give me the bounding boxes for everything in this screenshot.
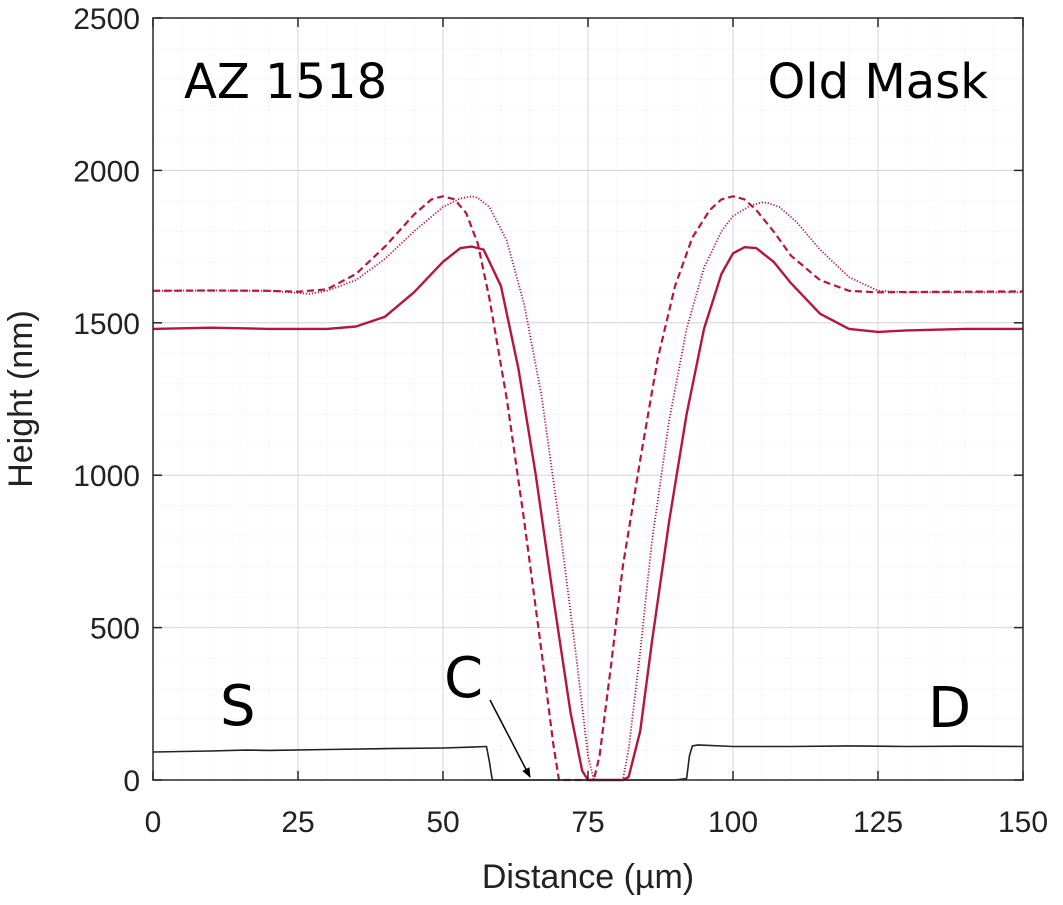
y-tick-label: 2000 (73, 155, 140, 188)
ticks (152, 17, 1024, 781)
y-tick-label: 0 (123, 765, 140, 798)
y-tick-labels: 0 500 1000 1500 2000 2500 (73, 3, 140, 798)
series-line-2 (152, 195, 1024, 782)
x-tick-label: 25 (281, 806, 314, 839)
annotation-source: S (220, 674, 256, 739)
annotation-drain: D (928, 676, 971, 741)
x-tick-label: 150 (998, 806, 1048, 839)
y-tick-label: 1500 (73, 308, 140, 341)
x-tick-label: 0 (145, 806, 162, 839)
y-tick-label: 2500 (73, 3, 140, 36)
y-axis-title: Height (nm) (2, 310, 40, 488)
channel-arrow (489, 699, 531, 778)
y-tick-label: 1000 (73, 460, 140, 493)
x-tick-label: 125 (853, 806, 903, 839)
series-line-3 (152, 195, 1023, 781)
annotation-mask: Old Mask (768, 54, 989, 110)
x-tick-label: 100 (708, 806, 758, 839)
x-tick-labels: 0 25 50 75 100 125 150 (145, 806, 1048, 839)
y-tick-label: 500 (90, 613, 140, 646)
x-axis-title: Distance (µm) (482, 858, 694, 896)
x-tick-label: 50 (426, 806, 459, 839)
x-tick-label: 75 (571, 806, 604, 839)
annotation-material: AZ 1518 (184, 54, 387, 110)
annotation-channel: C (444, 646, 483, 711)
